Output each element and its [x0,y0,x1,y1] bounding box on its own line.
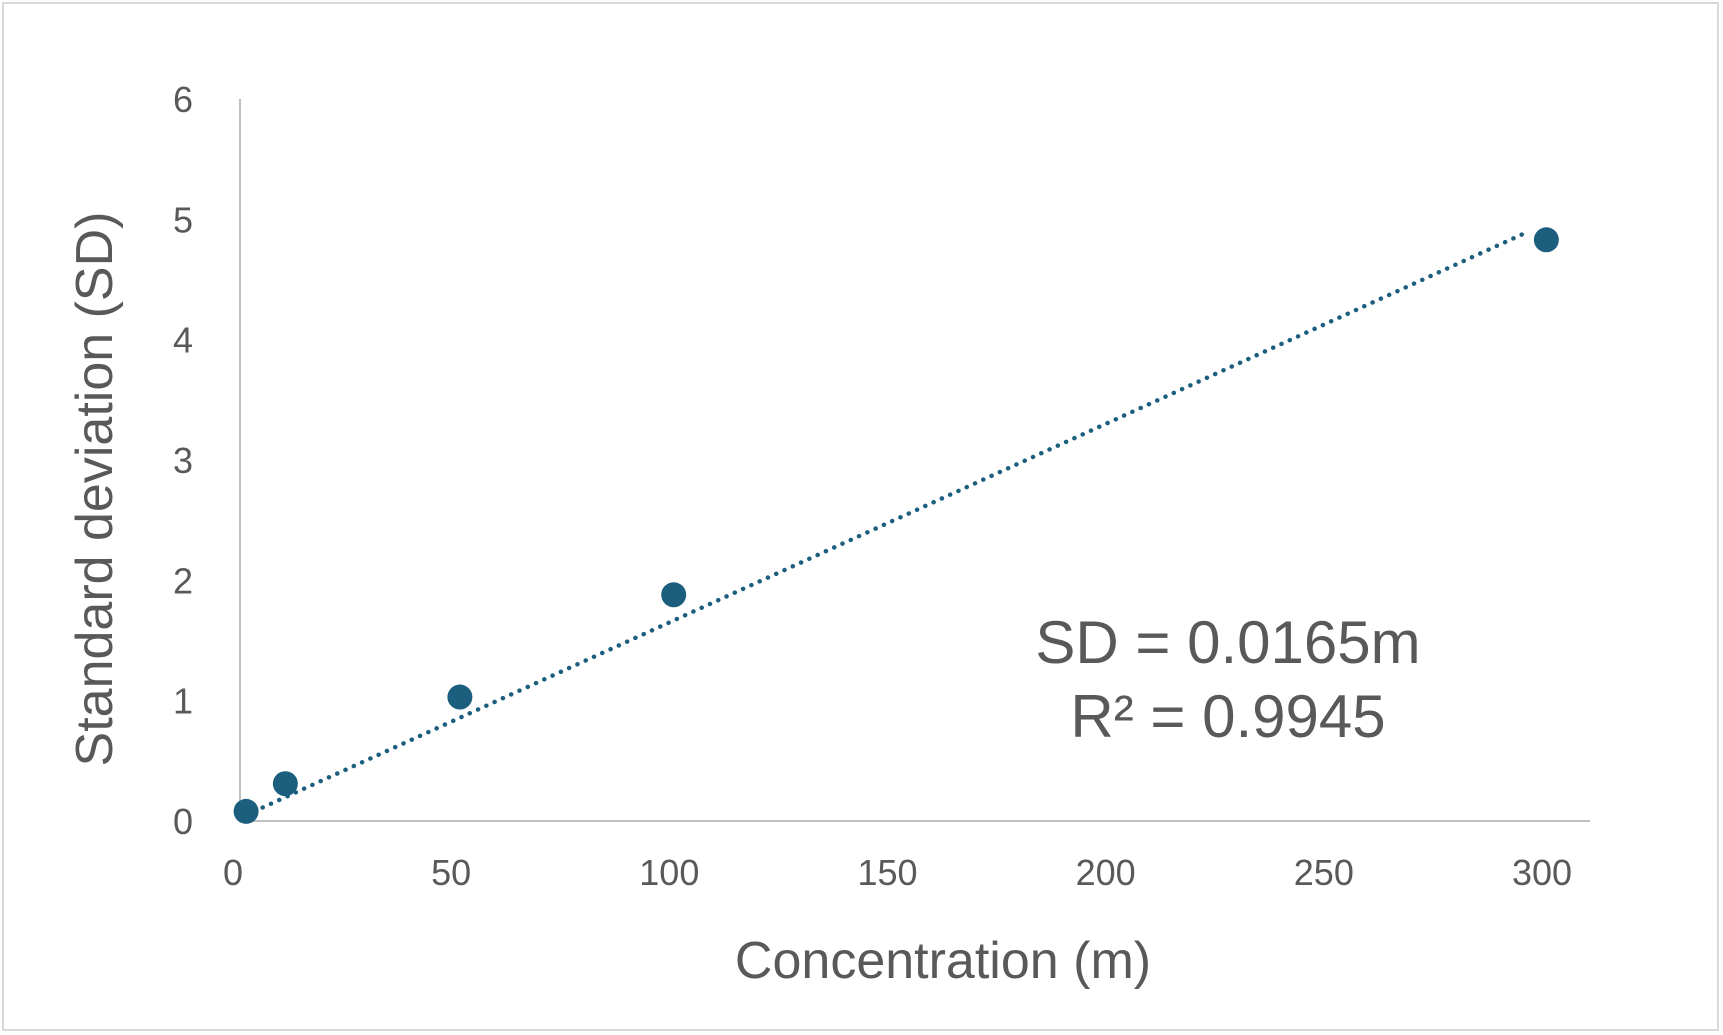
x-tick-label: 250 [1294,852,1354,893]
x-tick-label: 0 [223,852,243,893]
data-point [272,771,298,797]
x-tick-label: 50 [431,852,471,893]
data-point [233,798,259,824]
data-point [1533,227,1559,253]
axes [239,99,1590,822]
y-tick-label: 2 [173,560,193,601]
data-point [661,582,687,608]
x-tick-label: 300 [1512,852,1572,893]
data-point [447,684,473,710]
y-tick-label: 6 [173,79,193,120]
y-axis-title: Standard deviation (SD) [66,212,124,767]
x-tick-label: 150 [857,852,917,893]
y-tick-label: 5 [173,199,193,240]
y-tick-label: 3 [173,440,193,481]
x-axis-title: Concentration (m) [735,932,1151,990]
x-tick-label: 100 [639,852,699,893]
trendline [243,229,1532,818]
equation-label: SD = 0.0165m [1035,609,1420,676]
x-tick-labels: 0 50 100 150 200 250 300 [223,852,1572,893]
x-tick-label: 200 [1076,852,1136,893]
y-tick-label: 4 [173,320,193,361]
y-tick-label: 0 [173,801,193,842]
r-squared-label: R² = 0.9945 [1070,683,1385,750]
trendline-layer [243,229,1532,818]
y-tick-label: 1 [173,681,193,722]
data-points [233,227,1559,824]
y-tick-labels: 0 1 2 3 4 5 6 [173,79,193,842]
